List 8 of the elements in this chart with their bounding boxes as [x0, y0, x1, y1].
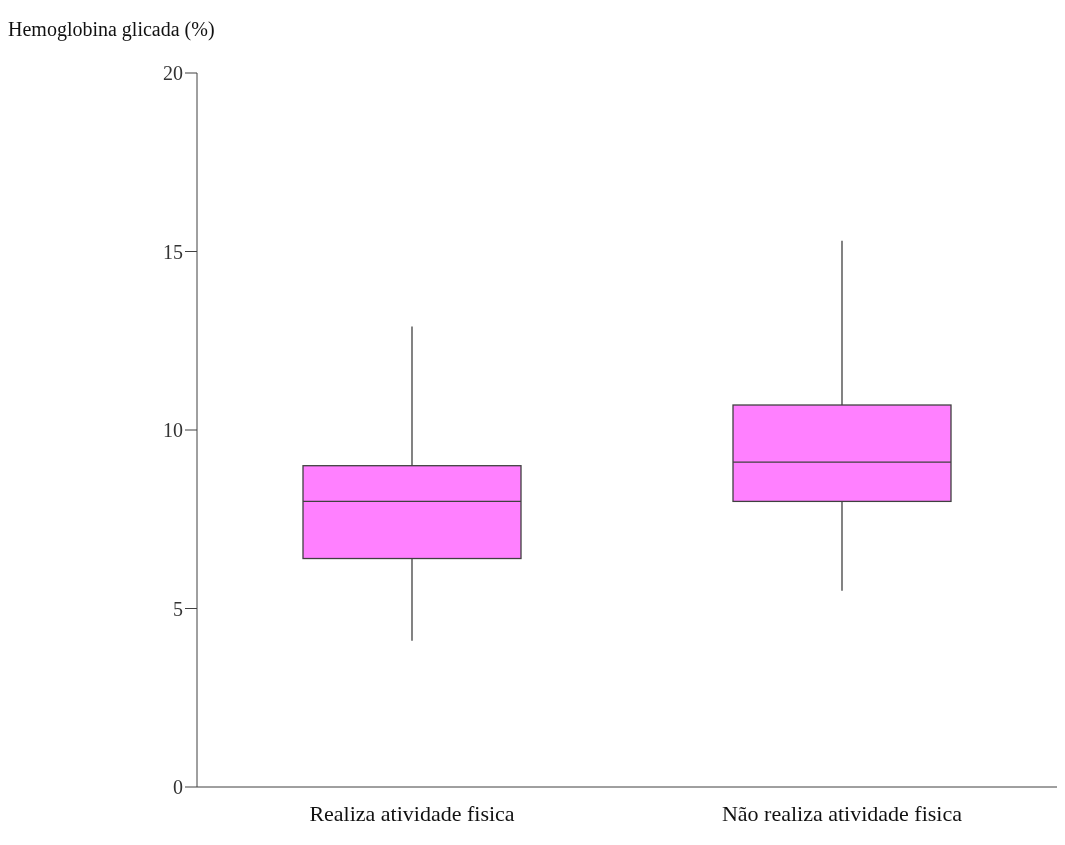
- y-tick-label: 5: [173, 597, 183, 620]
- y-tick-label: 15: [163, 240, 183, 263]
- y-tick-label: 20: [163, 62, 183, 85]
- y-tick-label: 10: [163, 419, 183, 442]
- x-tick-label: Não realiza atividade fisica: [721, 800, 963, 826]
- y-tick-label: 0: [173, 776, 183, 799]
- y-axis-title: Hemoglobina glicada (%): [8, 18, 215, 41]
- x-tick-label: Realiza atividade fisica: [309, 800, 515, 826]
